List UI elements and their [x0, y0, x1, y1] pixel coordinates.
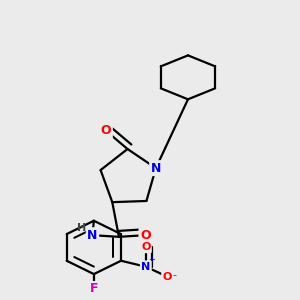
Text: F: F: [90, 283, 98, 296]
Text: O: O: [101, 124, 111, 137]
Text: -: -: [172, 270, 176, 280]
Text: H: H: [77, 223, 86, 233]
Text: N: N: [151, 162, 161, 175]
Text: +: +: [148, 255, 155, 264]
Text: O: O: [141, 242, 151, 252]
Text: O: O: [140, 229, 151, 242]
Text: O: O: [163, 272, 172, 282]
Text: N: N: [141, 262, 150, 272]
Text: N: N: [87, 229, 98, 242]
